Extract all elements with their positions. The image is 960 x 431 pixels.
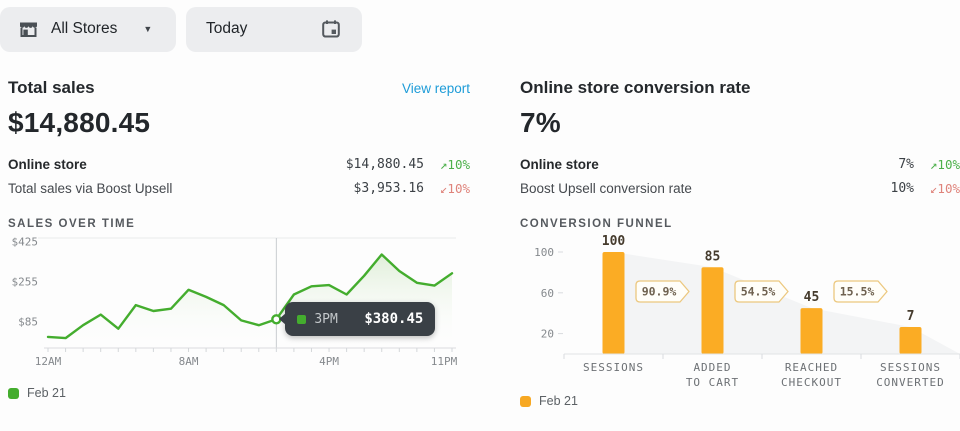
svg-text:TO CART: TO CART bbox=[686, 376, 739, 389]
chart-tooltip: 3PM $380.45 bbox=[279, 302, 436, 337]
legend-swatch-orange bbox=[520, 395, 531, 407]
svg-text:CONVERTED: CONVERTED bbox=[876, 376, 945, 389]
total-sales-panel: Total sales View report $14,880.45 Onlin… bbox=[8, 78, 470, 408]
svg-text:15.5%: 15.5% bbox=[840, 285, 875, 299]
svg-text:100: 100 bbox=[534, 246, 554, 259]
svg-text:8AM: 8AM bbox=[179, 355, 199, 368]
date-selector-label: Today bbox=[206, 20, 248, 37]
breakdown-row-boost-upsell: Total sales via Boost Upsell $3,953.16 ↙… bbox=[8, 176, 470, 200]
svg-text:12AM: 12AM bbox=[35, 355, 62, 368]
funnel-bar-svg[interactable]: 100 60 20 100 85 45 7 SESSIONS ADDED TO CART REACH… bbox=[520, 234, 960, 392]
topbar: All Stores ▼ Today bbox=[0, 0, 960, 54]
svg-text:ADDED: ADDED bbox=[693, 361, 731, 374]
row-label: Total sales via Boost Upsell bbox=[8, 180, 173, 196]
svg-text:$85: $85 bbox=[18, 316, 38, 329]
svg-text:54.5%: 54.5% bbox=[741, 285, 776, 299]
funnel-legend: Feb 21 bbox=[520, 394, 960, 408]
conversion-funnel-chart[interactable]: 100 60 20 100 85 45 7 SESSIONS ADDED TO CART REACH… bbox=[520, 234, 960, 392]
svg-text:SESSIONS: SESSIONS bbox=[880, 361, 941, 374]
svg-text:11PM: 11PM bbox=[431, 355, 458, 368]
row-label: Online store bbox=[8, 156, 87, 172]
breakdown-row-boost-upsell: Boost Upsell conversion rate 10% ↙10% bbox=[520, 176, 960, 200]
row-label: Online store bbox=[520, 156, 599, 172]
conversion-rate-panel: Online store conversion rate 7% Online s… bbox=[520, 78, 960, 408]
view-report-link[interactable]: View report bbox=[401, 81, 470, 96]
breakdown-row-online-store: Online store 7% ↗10% bbox=[520, 152, 960, 176]
storefront-icon bbox=[18, 19, 39, 39]
total-sales-value: $14,880.45 bbox=[8, 107, 151, 138]
tooltip-series-swatch bbox=[297, 314, 307, 324]
store-selector-button[interactable]: All Stores ▼ bbox=[0, 6, 176, 52]
row-value: 7% bbox=[898, 156, 914, 172]
conversion-breakdown: Online store 7% ↗10% Boost Upsell conver… bbox=[520, 152, 960, 200]
svg-text:$425: $425 bbox=[12, 236, 39, 249]
store-selector-label: All Stores bbox=[51, 20, 118, 37]
chevron-down-icon: ▼ bbox=[143, 24, 153, 34]
total-sales-breakdown: Online store $14,880.45 ↗10% Total sales… bbox=[8, 152, 470, 200]
legend-swatch-green bbox=[8, 387, 19, 399]
conversion-rate-value: 7% bbox=[520, 107, 561, 138]
dashboard-main: Total sales View report $14,880.45 Onlin… bbox=[0, 54, 960, 408]
conversion-funnel-heading: CONVERSION FUNNEL bbox=[520, 218, 673, 230]
conversion-rate-title: Online store conversion rate bbox=[520, 78, 751, 97]
svg-text:$255: $255 bbox=[12, 276, 39, 289]
legend-label: Feb 21 bbox=[539, 394, 578, 408]
svg-text:4PM: 4PM bbox=[319, 355, 339, 368]
row-value: $14,880.45 bbox=[345, 156, 424, 172]
delta-down-badge: ↙10% bbox=[439, 180, 470, 196]
tooltip-time: 3PM bbox=[314, 311, 338, 327]
breakdown-row-online-store: Online store $14,880.45 ↗10% bbox=[8, 152, 470, 176]
row-value: 10% bbox=[890, 180, 914, 196]
legend-label: Feb 21 bbox=[27, 386, 66, 400]
sales-over-time-heading: SALES OVER TIME bbox=[8, 218, 136, 230]
sales-line-chart[interactable]: $425 $255 $85 12AM 8AM 4PM 11PM 3PM $380.45 bbox=[8, 234, 470, 370]
svg-text:100: 100 bbox=[602, 234, 626, 249]
sales-legend: Feb 21 bbox=[8, 386, 470, 400]
delta-up-badge: ↗10% bbox=[439, 156, 470, 172]
calendar-icon bbox=[320, 18, 342, 40]
svg-text:SESSIONS: SESSIONS bbox=[583, 361, 644, 374]
svg-text:85: 85 bbox=[705, 249, 721, 264]
svg-text:CHECKOUT: CHECKOUT bbox=[781, 376, 842, 389]
svg-text:20: 20 bbox=[541, 328, 554, 341]
total-sales-title: Total sales bbox=[8, 78, 95, 97]
svg-text:7: 7 bbox=[907, 309, 915, 324]
tooltip-value: $380.45 bbox=[364, 311, 424, 328]
svg-text:90.9%: 90.9% bbox=[642, 285, 677, 299]
delta-down-badge: ↙10% bbox=[929, 180, 960, 196]
delta-up-badge: ↗10% bbox=[929, 156, 960, 172]
svg-text:REACHED: REACHED bbox=[785, 361, 838, 374]
date-selector-button[interactable]: Today bbox=[186, 6, 362, 52]
row-label: Boost Upsell conversion rate bbox=[520, 180, 692, 196]
row-value: $3,953.16 bbox=[353, 180, 424, 196]
svg-text:45: 45 bbox=[804, 290, 820, 305]
svg-text:60: 60 bbox=[541, 287, 554, 300]
